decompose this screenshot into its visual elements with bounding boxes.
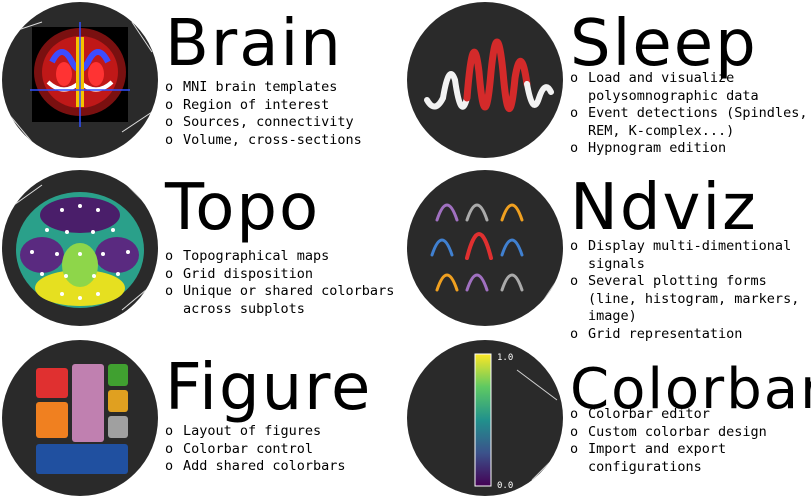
- feature-list: Display multi-dimentional signals Severa…: [570, 238, 810, 343]
- brain-slice-icon: [2, 2, 158, 158]
- feature-item: Region of interest: [165, 97, 395, 115]
- feature-item: Sources, connectivity: [165, 114, 395, 132]
- feature-item: Grid disposition: [165, 266, 400, 284]
- feature-list: Topographical maps Grid disposition Uniq…: [165, 248, 400, 318]
- feature-item: Topographical maps: [165, 248, 400, 266]
- module-colorbar: 1.0 0.0 Colorbar Colorbar editor Custom …: [405, 338, 811, 498]
- sleep-signal-icon: [407, 2, 563, 158]
- feature-list: Layout of figures Colorbar control Add s…: [165, 423, 395, 476]
- module-brain: Brain MNI brain templates Region of inte…: [0, 0, 400, 160]
- module-figure: Figure Layout of figures Colorbar contro…: [0, 338, 400, 498]
- module-topo: Topo Topographical maps Grid disposition…: [0, 168, 400, 328]
- feature-item: Colorbar editor: [570, 406, 810, 424]
- ndviz-signals-icon: [407, 170, 563, 326]
- feature-item: Event detections (Spindles, REM, K-compl…: [570, 105, 810, 140]
- feature-item: Several plotting forms (line, histogram,…: [570, 273, 810, 326]
- feature-list: Load and visualize polysomnographic data…: [570, 70, 810, 158]
- feature-item: Unique or shared colorbars across subplo…: [165, 283, 400, 318]
- topo-map-icon: [2, 170, 158, 326]
- module-title: Brain: [165, 7, 343, 81]
- colorbar-icon: 1.0 0.0: [407, 340, 563, 496]
- module-sleep: Sleep Load and visualize polysomnographi…: [405, 0, 807, 160]
- feature-item: Import and export configurations: [570, 441, 810, 476]
- feature-item: Hypnogram edition: [570, 140, 810, 158]
- feature-item: Colorbar control: [165, 441, 395, 459]
- feature-item: Display multi-dimentional signals: [570, 238, 810, 273]
- module-title: Sleep: [570, 7, 758, 81]
- colorbar-min-label: 0.0: [497, 481, 513, 491]
- figure-layout-icon: [2, 340, 158, 496]
- feature-item: Layout of figures: [165, 423, 395, 441]
- feature-item: MNI brain templates: [165, 79, 395, 97]
- module-title: Topo: [165, 171, 321, 245]
- module-ndviz: Ndviz Display multi-dimentional signals …: [405, 168, 805, 343]
- module-title: Figure: [165, 351, 373, 425]
- feature-item: Load and visualize polysomnographic data: [570, 70, 810, 105]
- feature-item: Custom colorbar design: [570, 424, 810, 442]
- feature-list: Colorbar editor Custom colorbar design I…: [570, 406, 810, 476]
- feature-item: Add shared colorbars: [165, 458, 395, 476]
- module-title: Ndviz: [570, 171, 758, 245]
- feature-item: Volume, cross-sections: [165, 132, 395, 150]
- feature-list: MNI brain templates Region of interest S…: [165, 79, 395, 149]
- colorbar-max-label: 1.0: [497, 353, 513, 363]
- feature-item: Grid representation: [570, 326, 810, 344]
